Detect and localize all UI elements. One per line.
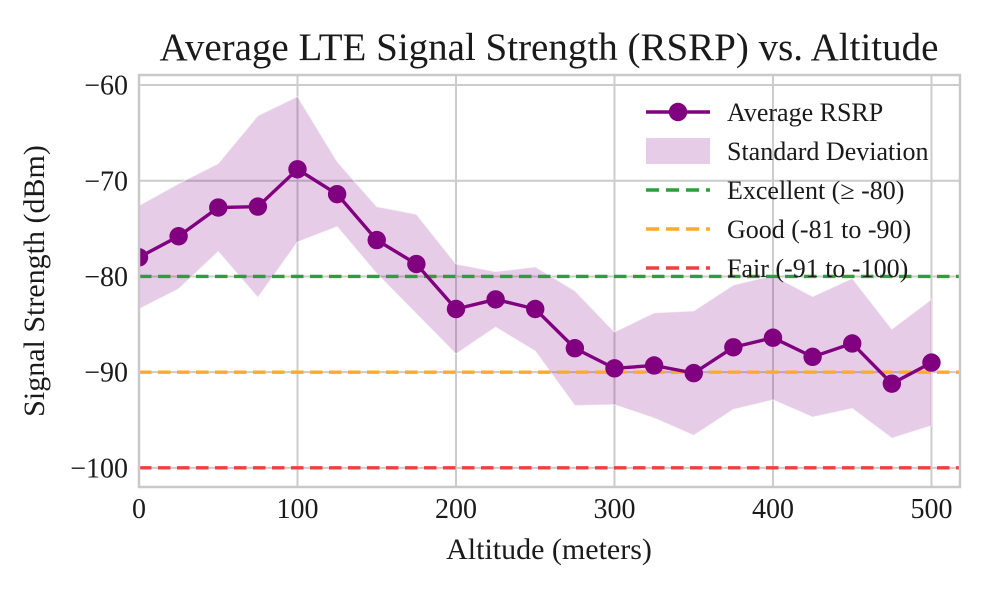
plot-border [137, 73, 962, 489]
rsrp-marker [209, 198, 228, 217]
rsrp-marker [922, 353, 941, 372]
rsrp-marker [803, 347, 822, 367]
x-tick-label: 500 [910, 494, 952, 525]
y-tick-label: −70 [84, 166, 128, 197]
y-tick-label: −90 [84, 358, 128, 389]
legend-patch-swatch [646, 138, 710, 164]
rsrp-marker [327, 184, 347, 204]
rsrp-marker [169, 227, 188, 246]
rsrp-marker [446, 299, 466, 319]
chart-title: Average LTE Signal Strength (RSRP) vs. A… [160, 26, 939, 69]
rsrp-marker [288, 160, 307, 179]
rsrp-series [139, 160, 941, 393]
rsrp-marker [644, 356, 664, 375]
rsrp-marker [724, 338, 743, 357]
x-tick-labels: 0 100 200 300 400 500 [132, 494, 952, 525]
rsrp-marker [139, 248, 149, 267]
x-axis-label: Altitude (meters) [446, 533, 652, 566]
rsrp-marker [882, 374, 902, 393]
rsrp-marker [763, 328, 783, 347]
rsrp-marker [367, 230, 386, 250]
legend-label: Good (-81 to -90) [727, 215, 911, 244]
rsrp-marker [486, 290, 505, 309]
x-tick-label: 400 [752, 494, 794, 525]
legend-label: Average RSRP [727, 98, 883, 127]
x-tick-label: 300 [593, 494, 635, 525]
y-tick-labels: −60 −70 −80 −90 −100 [70, 71, 128, 485]
legend-label: Standard Deviation [727, 137, 928, 166]
y-tick-label: −60 [84, 71, 128, 102]
rsrp-marker [684, 363, 703, 383]
legend-label: Excellent (≥ -80) [727, 176, 904, 205]
rsrp-marker [526, 299, 545, 319]
rsrp-marker [248, 197, 268, 216]
rsrp-marker [605, 359, 624, 378]
rsrp-marker [407, 254, 426, 274]
legend-marker-swatch [668, 102, 688, 122]
y-axis-label: Signal Strength (dBm) [18, 145, 51, 417]
x-tick-label: 0 [132, 494, 146, 525]
axes-spines [137, 73, 962, 489]
y-tick-label: −80 [84, 262, 128, 293]
x-tick-label: 100 [276, 494, 318, 525]
threshold-lines [139, 274, 960, 470]
rsrp-marker [565, 339, 585, 358]
legend-label: Fair (-91 to -100) [727, 254, 908, 283]
y-tick-label: −100 [70, 453, 128, 484]
legend: Average RSRP Standard Deviation Excellent … [646, 98, 928, 283]
x-tick-label: 200 [435, 494, 477, 525]
rsrp-marker [843, 334, 862, 353]
